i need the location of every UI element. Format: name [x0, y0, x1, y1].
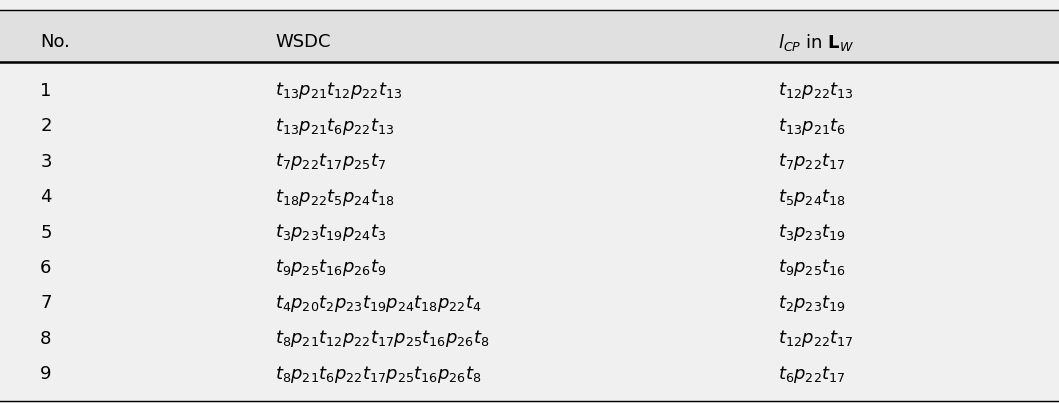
Text: $t_{8}p_{21}t_{12}p_{22}t_{17}p_{25}t_{16}p_{26}t_{8}$: $t_{8}p_{21}t_{12}p_{22}t_{17}p_{25}t_{1… [275, 328, 489, 349]
Text: $t_{3}p_{23}t_{19}p_{24}t_{3}$: $t_{3}p_{23}t_{19}p_{24}t_{3}$ [275, 222, 387, 243]
Text: 9: 9 [40, 366, 52, 383]
Text: 4: 4 [40, 188, 52, 206]
Text: $t_{7}p_{22}t_{17}$: $t_{7}p_{22}t_{17}$ [778, 151, 846, 172]
Text: $t_{13}p_{21}t_{6}$: $t_{13}p_{21}t_{6}$ [778, 116, 846, 137]
Text: WSDC: WSDC [275, 33, 330, 51]
Bar [0, 10, 1059, 62]
Text: $t_{7}p_{22}t_{17}p_{25}t_{7}$: $t_{7}p_{22}t_{17}p_{25}t_{7}$ [275, 151, 387, 172]
Text: $t_{9}p_{25}t_{16}$: $t_{9}p_{25}t_{16}$ [778, 258, 846, 278]
Text: $t_{18}p_{22}t_{5}p_{24}t_{18}$: $t_{18}p_{22}t_{5}p_{24}t_{18}$ [275, 187, 395, 208]
Text: 7: 7 [40, 295, 52, 312]
Text: $t_{12}p_{22}t_{13}$: $t_{12}p_{22}t_{13}$ [778, 80, 854, 101]
Text: 2: 2 [40, 117, 52, 135]
Text: $\mathit{l}_{CP}$ in $\mathbf{L}_{W}$: $\mathit{l}_{CP}$ in $\mathbf{L}_{W}$ [778, 32, 855, 53]
Text: No.: No. [40, 33, 70, 51]
Text: $t_{12}p_{22}t_{17}$: $t_{12}p_{22}t_{17}$ [778, 328, 854, 349]
Text: 1: 1 [40, 82, 52, 100]
Text: 8: 8 [40, 330, 52, 348]
Text: $t_{13}p_{21}t_{12}p_{22}t_{13}$: $t_{13}p_{21}t_{12}p_{22}t_{13}$ [275, 80, 402, 101]
Text: $t_{3}p_{23}t_{19}$: $t_{3}p_{23}t_{19}$ [778, 222, 846, 243]
Text: $t_{2}p_{23}t_{19}$: $t_{2}p_{23}t_{19}$ [778, 293, 846, 314]
Text: 6: 6 [40, 259, 52, 277]
Text: $t_{8}p_{21}t_{6}p_{22}t_{17}p_{25}t_{16}p_{26}t_{8}$: $t_{8}p_{21}t_{6}p_{22}t_{17}p_{25}t_{16… [275, 364, 482, 385]
Text: $t_{9}p_{25}t_{16}p_{26}t_{9}$: $t_{9}p_{25}t_{16}p_{26}t_{9}$ [275, 258, 387, 278]
Text: $t_{4}p_{20}t_{2}p_{23}t_{19}p_{24}t_{18}p_{22}t_{4}$: $t_{4}p_{20}t_{2}p_{23}t_{19}p_{24}t_{18… [275, 293, 482, 314]
Text: $t_{6}p_{22}t_{17}$: $t_{6}p_{22}t_{17}$ [778, 364, 846, 385]
Text: 3: 3 [40, 153, 52, 170]
Text: $t_{13}p_{21}t_{6}p_{22}t_{13}$: $t_{13}p_{21}t_{6}p_{22}t_{13}$ [275, 116, 394, 137]
Text: 5: 5 [40, 224, 52, 241]
Text: $t_{5}p_{24}t_{18}$: $t_{5}p_{24}t_{18}$ [778, 187, 846, 208]
